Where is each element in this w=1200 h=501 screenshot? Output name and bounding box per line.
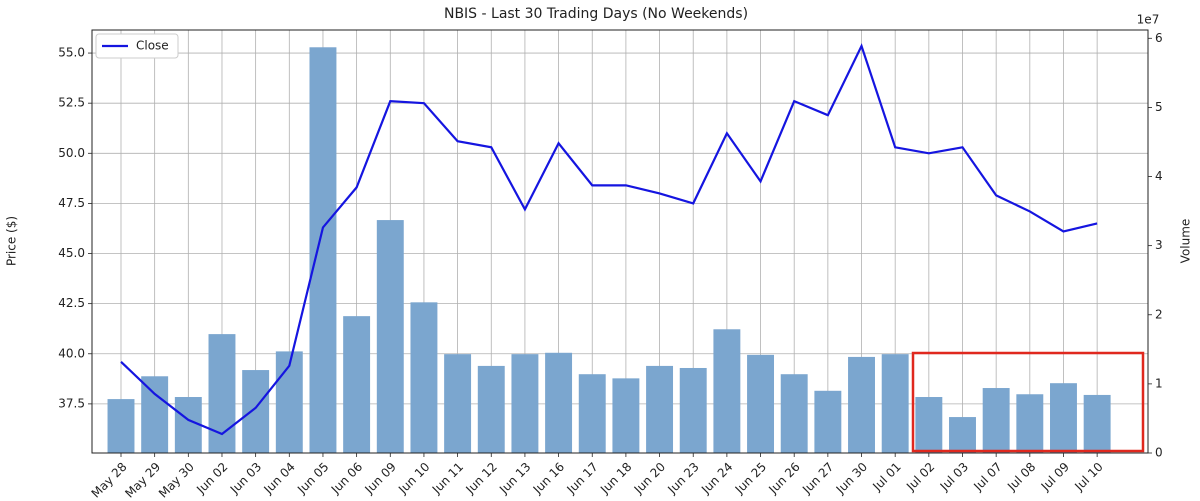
y-tick-label: 42.5 bbox=[58, 296, 85, 310]
volume-bar bbox=[444, 354, 472, 453]
volume-bar bbox=[1083, 394, 1111, 453]
x-tick-label: Jun 25 bbox=[732, 460, 769, 497]
y-tick-label: 50.0 bbox=[58, 146, 85, 160]
x-tick-label: Jun 18 bbox=[597, 460, 634, 497]
y2-tick-label: 4 bbox=[1155, 169, 1163, 183]
x-tick-label: Jun 27 bbox=[799, 460, 836, 497]
x-tick-label: May 28 bbox=[89, 460, 130, 501]
volume-bar bbox=[410, 302, 438, 453]
volume-bar bbox=[242, 370, 270, 453]
volume-bar bbox=[141, 376, 169, 453]
x-tick-label: Jun 06 bbox=[328, 460, 365, 497]
volume-bar bbox=[343, 316, 371, 453]
x-tick-label: Jul 10 bbox=[1071, 460, 1105, 494]
volume-bar bbox=[814, 390, 842, 453]
volume-bar bbox=[477, 365, 505, 453]
y2-tick-label: 1 bbox=[1155, 376, 1163, 390]
y-tick-label: 40.0 bbox=[58, 346, 85, 360]
x-tick-label: Jun 04 bbox=[261, 460, 298, 497]
x-tick-label: Jun 12 bbox=[462, 460, 499, 497]
volume-bar bbox=[1016, 394, 1044, 453]
volume-bar bbox=[107, 399, 135, 453]
volume-bar bbox=[679, 367, 707, 453]
y2-axis-label: Volume bbox=[1179, 219, 1193, 264]
x-tick-label: May 30 bbox=[156, 460, 197, 501]
plot-frame bbox=[91, 29, 1149, 454]
y-tick-label: 37.5 bbox=[58, 396, 85, 410]
x-tick-label: Jun 16 bbox=[530, 460, 567, 497]
volume-bar bbox=[511, 354, 539, 453]
y-tick-label: 52.5 bbox=[58, 96, 85, 110]
highlight-box bbox=[911, 351, 1145, 453]
x-tick-label: May 29 bbox=[122, 460, 163, 501]
volume-bar bbox=[1050, 383, 1077, 453]
x-tick-label: Jul 07 bbox=[970, 460, 1004, 494]
y-tick-label: 45.0 bbox=[58, 246, 85, 260]
x-tick-label: Jun 03 bbox=[227, 460, 264, 497]
volume-bar bbox=[713, 329, 741, 453]
y-tick-label: 55.0 bbox=[58, 46, 85, 60]
x-tick-label: Jul 01 bbox=[869, 460, 903, 494]
volume-bar bbox=[578, 374, 606, 453]
x-tick-label: Jun 23 bbox=[664, 460, 701, 497]
x-tick-label: Jun 17 bbox=[563, 460, 600, 497]
legend-box bbox=[95, 33, 179, 59]
x-tick-label: Jun 11 bbox=[429, 460, 466, 497]
y2-tick-label: 6 bbox=[1155, 31, 1163, 45]
volume-bar bbox=[780, 374, 808, 453]
x-tick-label: Jun 05 bbox=[294, 460, 331, 497]
x-tick-label: Jun 20 bbox=[631, 460, 668, 497]
x-tick-label: Jun 26 bbox=[765, 460, 802, 497]
volume-bar bbox=[949, 417, 976, 453]
plot-area: 37.5 40.0 42.5 45.0 47.5 50.0 52.5 55.0 0 1 2 3 4 5 6 M… bbox=[58, 30, 1163, 501]
y2-tick-label: 5 bbox=[1155, 100, 1163, 114]
y2-offset-label: 1e7 bbox=[1137, 13, 1160, 27]
volume-bar bbox=[174, 397, 202, 453]
y2-tick-label: 0 bbox=[1155, 446, 1163, 460]
chart-title: NBIS - Last 30 Trading Days (No Weekends… bbox=[444, 6, 748, 22]
x-tick-label: Jul 02 bbox=[903, 460, 937, 494]
close-line bbox=[120, 43, 1098, 436]
x-tick-label: Jun 10 bbox=[395, 460, 432, 497]
x-tick-label: Jul 08 bbox=[1004, 460, 1038, 494]
x-tick-label: Jun 02 bbox=[193, 460, 230, 497]
volume-bar bbox=[275, 351, 303, 453]
legend-label: Close bbox=[136, 39, 169, 53]
volume-bar bbox=[881, 354, 909, 453]
y2-tick-label: 2 bbox=[1155, 307, 1163, 321]
volume-bar bbox=[545, 352, 573, 453]
volume-bar bbox=[376, 220, 404, 453]
volume-bar bbox=[747, 354, 775, 453]
volume-bar bbox=[309, 47, 337, 453]
y2-tick-label: 3 bbox=[1155, 238, 1163, 252]
x-tick-label: Jun 30 bbox=[833, 460, 870, 497]
volume-bar bbox=[982, 388, 1010, 453]
volume-bar bbox=[915, 397, 943, 453]
x-tick-label: Jun 24 bbox=[698, 460, 735, 497]
y-tick-label: 47.5 bbox=[58, 196, 85, 210]
x-tick-label: Jul 03 bbox=[937, 460, 971, 494]
volume-bar bbox=[848, 356, 875, 453]
x-tick-label: Jun 13 bbox=[496, 460, 533, 497]
volume-bar bbox=[612, 378, 640, 453]
volume-bar bbox=[646, 365, 674, 453]
y-axis-label: Price ($) bbox=[5, 216, 19, 266]
x-tick-label: Jul 09 bbox=[1038, 460, 1072, 494]
x-tick-label: Jun 09 bbox=[362, 460, 399, 497]
volume-bar bbox=[208, 334, 236, 453]
